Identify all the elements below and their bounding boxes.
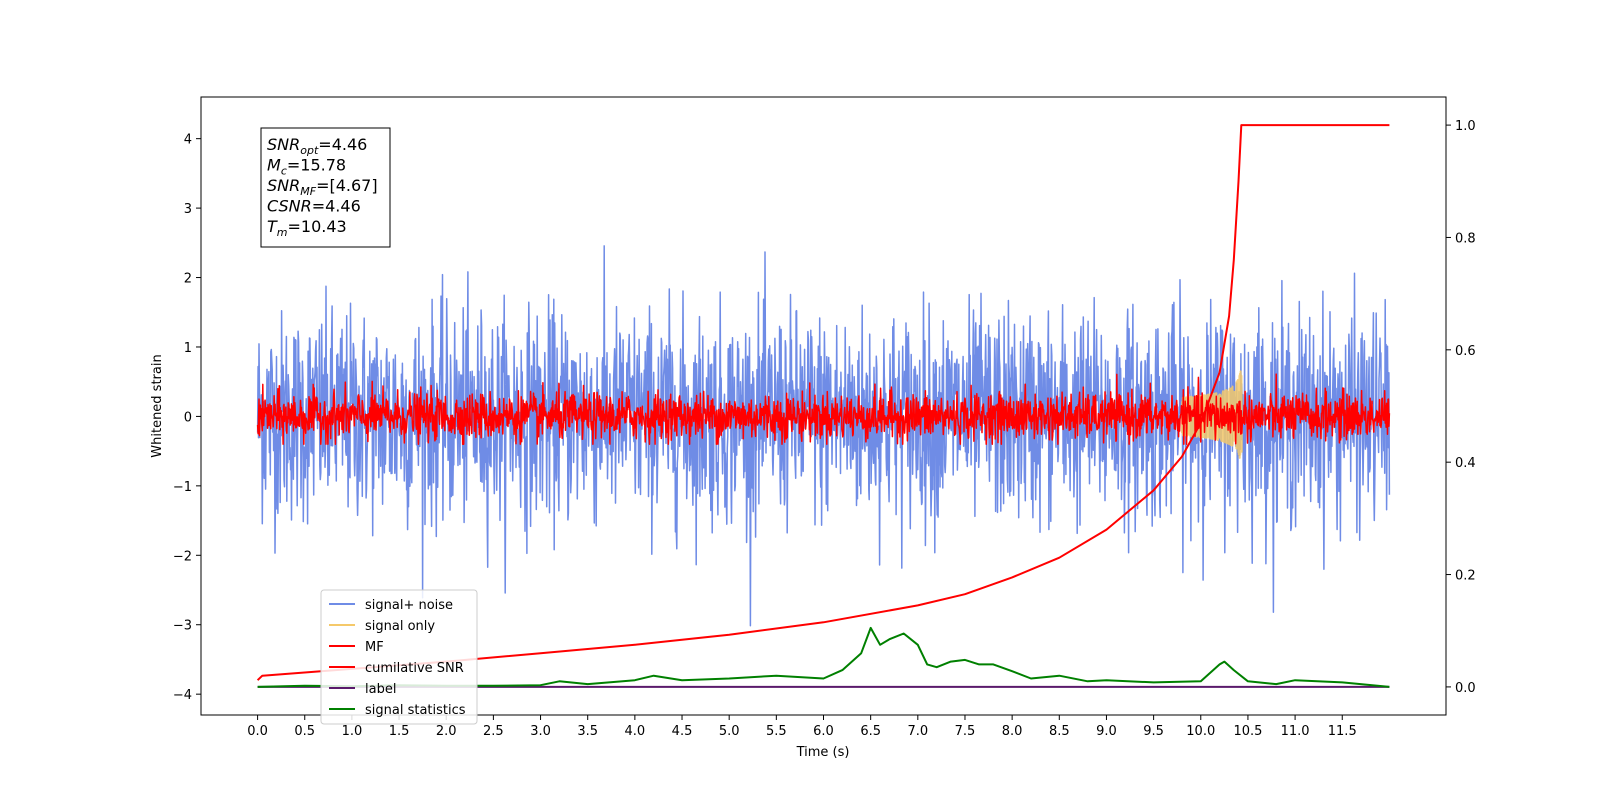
y-tick-label: 3 <box>184 202 192 217</box>
x-tick-label: 10.0 <box>1186 724 1215 739</box>
x-tick-label: 6.0 <box>813 724 834 739</box>
legend-entry: signal statistics <box>365 703 466 718</box>
series-line-2 <box>256 373 1391 445</box>
x-tick-label: 1.5 <box>389 724 410 739</box>
y-axis-right: 0.0 0.2 0.4 0.6 0.8 1.0 <box>1446 119 1476 696</box>
y-axis-label: Whitened strain <box>150 354 165 457</box>
annotation-line: Tm=10.43 <box>267 217 347 239</box>
series-line-3 <box>256 124 1390 681</box>
x-tick-label: 8.5 <box>1049 724 1070 739</box>
y-tick-label: 1 <box>184 341 192 356</box>
annotation-line: Mc=15.78 <box>267 156 346 178</box>
x-tick-label: 7.5 <box>955 724 976 739</box>
y-tick-label: −1 <box>173 480 192 495</box>
x-tick-label: 9.5 <box>1143 724 1164 739</box>
annotation-line: CSNR=4.46 <box>267 197 361 216</box>
x-tick-label: 4.0 <box>625 724 646 739</box>
annotation-box-frame <box>260 127 391 248</box>
y-tick-label: −3 <box>173 619 192 634</box>
x-axis-label: Time (s) <box>796 745 850 760</box>
y2-tick-label: 0.4 <box>1455 456 1476 471</box>
annotation-line: SNRMF=[4.67] <box>267 176 378 198</box>
x-tick-label: 0.0 <box>247 724 268 739</box>
x-tick-label: 9.0 <box>1096 724 1117 739</box>
x-tick-label: 7.0 <box>907 724 928 739</box>
y2-tick-label: 0.8 <box>1455 231 1476 246</box>
y2-tick-label: 0.6 <box>1455 344 1476 359</box>
x-tick-label: 3.5 <box>577 724 598 739</box>
x-tick-label: 11.0 <box>1281 724 1310 739</box>
legend-entry: cumilative SNR <box>365 661 464 676</box>
x-tick-label: 10.5 <box>1233 724 1262 739</box>
x-tick-label: 2.5 <box>483 724 504 739</box>
x-tick-label: 0.5 <box>294 724 315 739</box>
x-tick-label: 4.5 <box>672 724 693 739</box>
legend: signal+ noise signal only MF cumilative SNR… <box>320 589 478 725</box>
x-tick-label: 5.0 <box>719 724 740 739</box>
annotation-box: SNRopt=4.46Mc=15.78SNRMF=[4.67]CSNR=4.46… <box>260 127 391 248</box>
legend-entry: signal only <box>365 619 435 634</box>
y2-tick-label: 0.0 <box>1455 681 1476 696</box>
x-tick-label: 5.5 <box>766 724 787 739</box>
legend-frame <box>320 589 478 725</box>
legend-entry: label <box>365 682 396 697</box>
legend-entry: signal+ noise <box>365 598 453 613</box>
y-tick-label: −2 <box>173 549 192 564</box>
y-tick-label: 4 <box>184 133 192 148</box>
x-tick-label: 3.0 <box>530 724 551 739</box>
y-tick-label: 2 <box>184 272 192 287</box>
y-tick-label: −4 <box>173 688 192 703</box>
y-axis-left: −4 −3 −2 −1 0 1 2 3 4 <box>173 133 201 703</box>
x-tick-label: 8.0 <box>1002 724 1023 739</box>
x-tick-label: 2.0 <box>436 724 457 739</box>
y2-tick-label: 0.2 <box>1455 569 1476 584</box>
series-line-5 <box>257 626 1390 688</box>
x-axis: 0.0 0.5 1.0 1.5 2.0 2.5 3.0 3.5 4.0 4.5 5.0 5.5 6.0 6… <box>247 715 1357 739</box>
legend-entry: MF <box>365 640 384 655</box>
x-tick-label: 11.5 <box>1328 724 1357 739</box>
y-tick-label: 0 <box>184 410 192 425</box>
y2-tick-label: 1.0 <box>1455 119 1476 134</box>
annotation-line: SNRopt=4.46 <box>267 135 367 157</box>
x-tick-label: 6.5 <box>860 724 881 739</box>
x-tick-label: 1.0 <box>342 724 363 739</box>
